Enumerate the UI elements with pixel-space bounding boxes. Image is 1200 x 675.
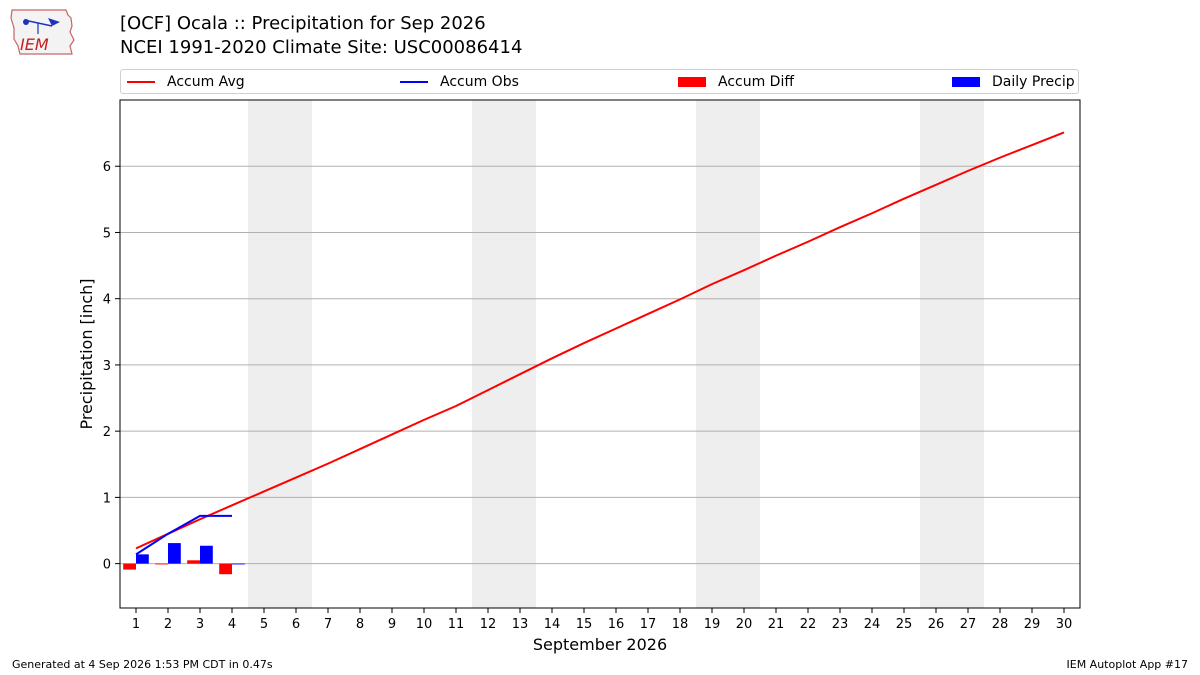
legend-swatch-accum-avg: [127, 80, 155, 83]
y-axis-ticks: 0 1 2 3 4 5 6: [103, 160, 120, 573]
legend-item-accum-avg: Accum Avg: [127, 70, 245, 93]
iem-logo-icon: IEM: [10, 9, 75, 55]
x-tick-label-26: 26: [928, 617, 945, 632]
legend: Accum Avg Accum Obs Accum Diff Daily Pre…: [120, 69, 1079, 94]
bar-daily-precip-1: [136, 554, 149, 564]
logo-text: IEM: [20, 35, 49, 54]
y-axis-label: Precipitation [inch]: [77, 278, 96, 429]
x-tick-label-18: 18: [672, 617, 689, 632]
y-tick-label-6: 6: [103, 160, 111, 175]
x-tick-label-27: 27: [960, 617, 977, 632]
legend-item-accum-diff: Accum Diff: [678, 70, 794, 93]
x-tick-label-11: 11: [448, 617, 465, 632]
legend-label-accum-avg: Accum Avg: [167, 73, 245, 90]
x-tick-label-25: 25: [896, 617, 913, 632]
x-tick-label-2: 2: [164, 617, 172, 632]
bar-series: [123, 543, 245, 575]
x-tick-label-7: 7: [324, 617, 332, 632]
x-tick-label-22: 22: [800, 617, 817, 632]
legend-label-accum-diff: Accum Diff: [718, 73, 795, 90]
y-tick-label-4: 4: [103, 293, 111, 308]
generated-timestamp: Generated at 4 Sep 2026 1:53 PM CDT in 0…: [12, 658, 273, 671]
x-tick-label-28: 28: [992, 617, 1009, 632]
x-tick-label-4: 4: [228, 617, 236, 632]
legend-item-daily-precip: Daily Precip: [952, 70, 1075, 93]
x-tick-label-6: 6: [292, 617, 300, 632]
y-tick-label-5: 5: [103, 226, 111, 241]
x-axis-ticks: 1 2 3 4 5 6 7 8 9 10 11 12 13 14 15 16 17 18 19 20 21 22 23 24 2…: [132, 608, 1072, 632]
app-credit: IEM Autoplot App #17: [1066, 658, 1189, 671]
x-tick-label-24: 24: [864, 617, 881, 632]
y-tick-label-1: 1: [103, 491, 111, 506]
y-tick-label-0: 0: [103, 558, 111, 573]
bar-accum-diff-2: [155, 563, 168, 565]
x-tick-label-20: 20: [736, 617, 753, 632]
legend-swatch-daily-precip: [952, 76, 980, 87]
series-line-accum-obs: [135, 514, 232, 556]
series-line-accum-avg: [135, 131, 1065, 550]
bar-daily-precip-3: [200, 545, 213, 564]
x-tick-label-1: 1: [132, 617, 140, 632]
legend-label-accum-obs: Accum Obs: [440, 73, 519, 90]
y-tick-label-2: 2: [103, 425, 111, 440]
x-tick-label-17: 17: [640, 617, 657, 632]
bar-daily-precip-2: [168, 543, 181, 564]
x-tick-label-13: 13: [512, 617, 529, 632]
x-tick-label-10: 10: [416, 617, 433, 632]
x-axis-label: September 2026: [533, 635, 667, 654]
y-tick-label-3: 3: [103, 359, 111, 374]
legend-item-accum-obs: Accum Obs: [400, 70, 519, 93]
bar-accum-diff-1: [123, 563, 136, 570]
legend-swatch-accum-obs: [400, 80, 428, 83]
chart-title: [OCF] Ocala :: Precipitation for Sep 202…: [120, 13, 486, 34]
x-tick-label-12: 12: [480, 617, 497, 632]
x-tick-label-15: 15: [576, 617, 593, 632]
x-tick-label-23: 23: [832, 617, 849, 632]
weekend-shading: [248, 100, 984, 608]
x-tick-label-16: 16: [608, 617, 625, 632]
bar-accum-diff-3: [187, 560, 200, 564]
x-tick-label-14: 14: [544, 617, 561, 632]
weekend-band-1: [472, 100, 536, 608]
x-tick-label-3: 3: [196, 617, 204, 632]
weekend-band-3: [920, 100, 984, 608]
plot-frame: [119, 99, 1081, 609]
weekend-band-0: [248, 100, 312, 608]
chart-subtitle: NCEI 1991-2020 Climate Site: USC00086414: [120, 37, 523, 58]
bar-accum-diff-4: [219, 563, 232, 575]
x-tick-label-21: 21: [768, 617, 785, 632]
x-tick-label-8: 8: [356, 617, 364, 632]
x-tick-label-9: 9: [388, 617, 396, 632]
weekend-band-2: [696, 100, 760, 608]
legend-label-daily-precip: Daily Precip: [992, 73, 1075, 90]
x-tick-label-19: 19: [704, 617, 721, 632]
iem-logo: IEM: [8, 6, 80, 58]
grid-lines: [120, 165, 1080, 565]
bar-daily-precip-4: [232, 563, 245, 565]
x-tick-label-5: 5: [260, 617, 268, 632]
line-series: [135, 131, 1065, 556]
x-tick-label-29: 29: [1024, 617, 1041, 632]
legend-swatch-accum-diff: [678, 76, 706, 87]
x-tick-label-30: 30: [1056, 617, 1073, 632]
